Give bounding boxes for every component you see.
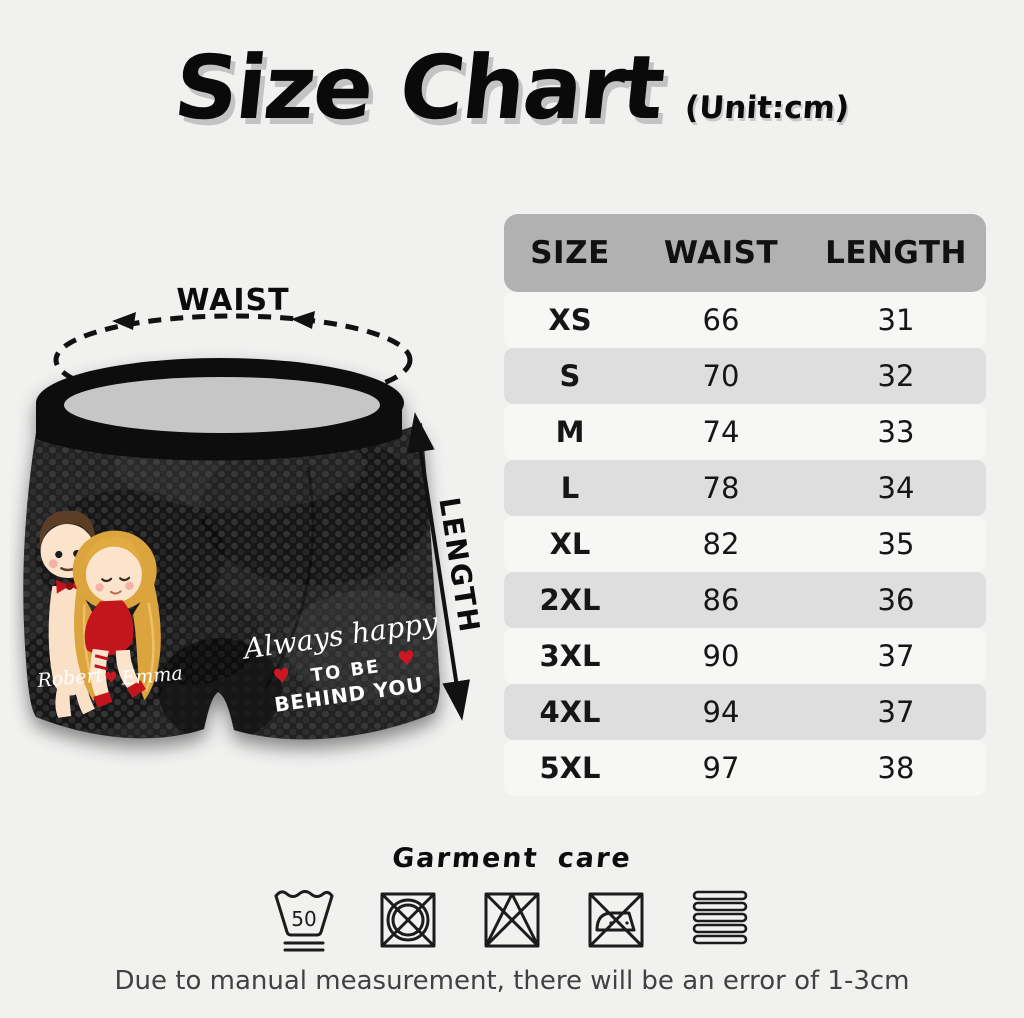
garment-care-icons: 50 — [0, 882, 1024, 956]
header-waist: WAIST — [663, 235, 779, 271]
do-not-iron-icon — [588, 892, 644, 948]
table-row: 3XL 90 37 — [504, 628, 986, 684]
heart-icon: ♥ — [271, 663, 292, 689]
garment-care-heading: Garment care — [390, 843, 634, 874]
table-row: S 70 32 — [504, 348, 986, 404]
waist-arrow-left-icon — [112, 312, 136, 330]
page-title: Size Chart — [170, 36, 669, 139]
table-row: 5XL 97 38 — [504, 740, 986, 796]
do-not-tumble-dry-icon — [380, 892, 436, 948]
table-header-row: SIZE WAIST LENGTH — [504, 214, 986, 292]
measurement-disclaimer: Due to manual measurement, there will be… — [114, 966, 910, 996]
do-not-bleach-icon — [484, 892, 540, 948]
waistband — [36, 401, 402, 461]
couple-cartoon-print — [39, 510, 161, 718]
header-length: LENGTH — [825, 235, 967, 271]
waist-arrow-right-icon — [291, 311, 315, 329]
product-measurement-diagram: WAIST — [23, 283, 486, 740]
table-row: XL 82 35 — [504, 516, 986, 572]
size-chart-table: SIZE WAIST LENGTH XS 66 31 S 70 32 M 74 … — [504, 214, 986, 796]
title-row: Size Chart (Unit:cm) — [0, 36, 1024, 139]
table-row: L 78 34 — [504, 460, 986, 516]
table-row: 2XL 86 36 — [504, 572, 986, 628]
heart-icon: ♥ — [396, 645, 417, 671]
table-row: M 74 33 — [504, 404, 986, 460]
heart-icon: ♥ — [104, 668, 119, 687]
name-right: Emma — [120, 662, 184, 689]
unit-label: (Unit:cm) — [683, 90, 850, 126]
wash-temperature: 50 — [291, 907, 316, 931]
dry-flat-icon — [692, 890, 748, 945]
boxer-briefs-image: Robert ♥ Emma Always happy ♥ ♥ TO BE BEH… — [23, 358, 441, 740]
waistband-lining — [64, 377, 380, 433]
waist-measure-ellipse — [53, 311, 413, 407]
personalized-names-print: Robert ♥ Emma — [36, 662, 184, 692]
machine-wash-50-icon: 50 — [274, 890, 334, 952]
length-label: LENGTH — [432, 495, 486, 636]
header-size: SIZE — [530, 235, 610, 271]
waist-label: WAIST — [176, 283, 289, 318]
table-row: 4XL 94 37 — [504, 684, 986, 740]
table-row: XS 66 31 — [504, 292, 986, 348]
